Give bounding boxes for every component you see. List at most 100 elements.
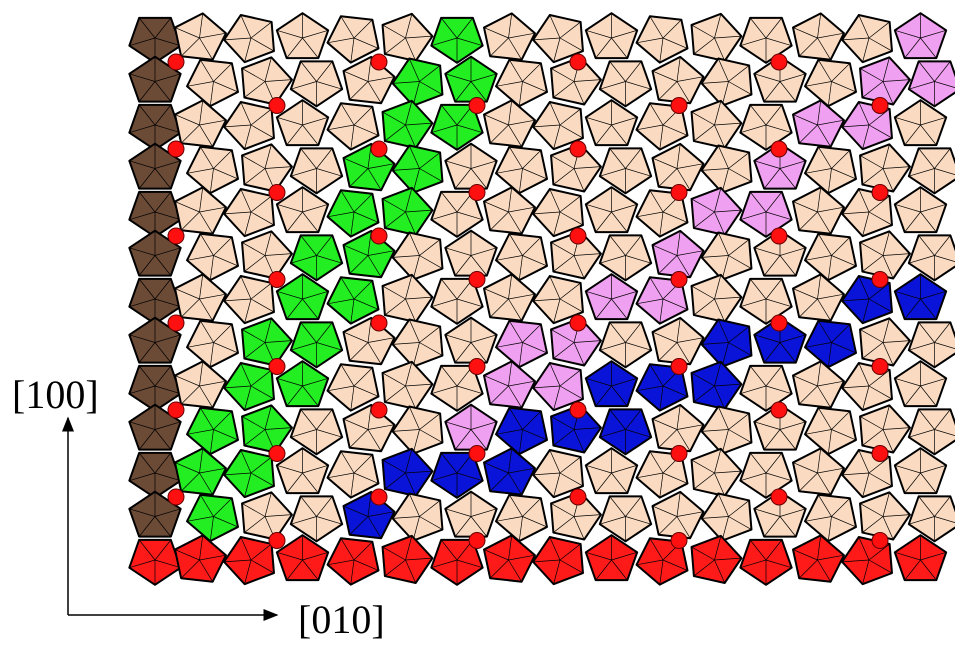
pentagon — [224, 450, 274, 497]
pentagon — [393, 494, 443, 541]
pentagon — [895, 361, 946, 406]
pentagon — [224, 276, 274, 323]
pentagon — [445, 231, 496, 276]
pentagon — [484, 274, 535, 320]
atom-marker — [469, 359, 485, 375]
pentagon-face — [187, 321, 238, 367]
pentagon — [291, 322, 342, 367]
atom-marker — [872, 533, 888, 549]
pentagon — [393, 320, 443, 367]
pentagon-face — [187, 408, 238, 454]
atom-marker — [771, 402, 787, 418]
pentagon — [653, 492, 704, 538]
pentagon — [496, 60, 547, 106]
pentagon — [328, 451, 379, 497]
axis-label-vertical: [100] — [12, 372, 99, 417]
atom-marker — [872, 359, 888, 375]
pentagon — [383, 449, 433, 496]
pentagon — [175, 361, 226, 407]
pentagon — [586, 448, 637, 493]
pentagon — [175, 187, 226, 233]
atom-marker — [872, 185, 888, 201]
pentagon — [242, 318, 292, 365]
pentagon-face — [860, 318, 910, 365]
pentagon-face — [328, 16, 379, 62]
pentagon — [805, 408, 856, 454]
pentagon — [793, 448, 844, 494]
pentagon-face — [242, 57, 292, 104]
pentagon-face — [383, 101, 433, 148]
pentagon — [328, 190, 379, 236]
pentagon-face — [175, 361, 226, 407]
pentagon — [653, 144, 704, 190]
pentagon — [586, 274, 637, 319]
pentagon-face — [187, 147, 238, 193]
pentagon — [383, 362, 433, 409]
pentagon — [242, 144, 292, 191]
pentagon — [533, 537, 583, 584]
pentagon-face — [692, 275, 742, 322]
pentagon-face — [393, 494, 443, 541]
axis-label-horizontal: [010] — [298, 597, 385, 642]
atom-marker — [469, 446, 485, 462]
pentagon — [496, 321, 547, 367]
pentagon-face — [702, 59, 752, 106]
pentagon-face — [805, 408, 856, 454]
pentagon — [702, 59, 752, 106]
pentagon — [586, 100, 637, 145]
pentagon — [860, 492, 910, 539]
pentagon-face — [393, 146, 443, 193]
pentagon — [702, 320, 752, 367]
pentagon — [586, 13, 637, 58]
pentagon — [242, 57, 292, 104]
pentagon — [860, 231, 910, 278]
pentagon — [860, 57, 910, 104]
pentagon — [187, 408, 238, 454]
pentagon-face — [393, 233, 443, 280]
atom-marker — [371, 489, 387, 505]
pentagon — [600, 322, 651, 367]
pentagon-face — [909, 235, 955, 280]
pentagon — [445, 318, 496, 363]
pentagon — [600, 61, 651, 106]
pentagon — [909, 409, 955, 454]
pentagon — [909, 322, 955, 367]
pentagon-face — [187, 234, 238, 280]
pentagon — [740, 540, 791, 585]
pentagon — [702, 494, 752, 541]
pentagon — [909, 235, 955, 280]
pentagon — [702, 146, 752, 193]
pentagon — [692, 449, 742, 496]
pentagon-face — [496, 60, 547, 106]
pentagon-face — [383, 188, 433, 235]
pentagon-face — [393, 407, 443, 454]
pentagon — [291, 148, 342, 193]
pentagon-face — [860, 57, 910, 104]
pentagon-face — [242, 492, 292, 539]
pentagon-face — [224, 537, 274, 584]
pentagon-face — [328, 190, 379, 236]
pentagon — [187, 495, 238, 541]
atom-marker — [671, 446, 687, 462]
tiling — [129, 13, 955, 585]
pentagon — [175, 274, 226, 320]
pentagon — [187, 147, 238, 193]
atom-marker — [469, 272, 485, 288]
pentagon — [692, 275, 742, 322]
pentagon — [692, 14, 742, 61]
pentagon-face — [805, 495, 856, 541]
pentagon — [702, 233, 752, 280]
pentagon-face — [224, 276, 274, 323]
atom-marker — [469, 98, 485, 114]
pentagon — [393, 146, 443, 193]
pentagon-face — [909, 322, 955, 367]
pentagon — [393, 233, 443, 280]
pentagon — [793, 535, 844, 581]
pentagon — [291, 409, 342, 454]
pentagon-face — [909, 409, 955, 454]
pentagon-face — [496, 495, 547, 541]
pentagon — [291, 235, 342, 280]
pentagon-face — [805, 147, 856, 193]
pentagon-face — [805, 60, 856, 106]
structure-diagram: [100] [010] — [0, 0, 955, 646]
